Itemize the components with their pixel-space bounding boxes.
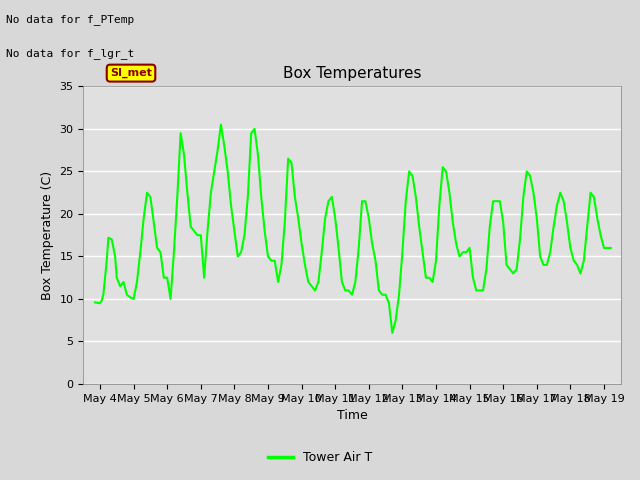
Text: No data for f_PTemp: No data for f_PTemp xyxy=(6,14,134,25)
Text: SI_met: SI_met xyxy=(110,68,152,78)
Text: No data for f_lgr_t: No data for f_lgr_t xyxy=(6,48,134,59)
X-axis label: Time: Time xyxy=(337,409,367,422)
Title: Box Temperatures: Box Temperatures xyxy=(283,66,421,81)
Y-axis label: Box Temperature (C): Box Temperature (C) xyxy=(41,170,54,300)
Legend: Tower Air T: Tower Air T xyxy=(263,446,377,469)
